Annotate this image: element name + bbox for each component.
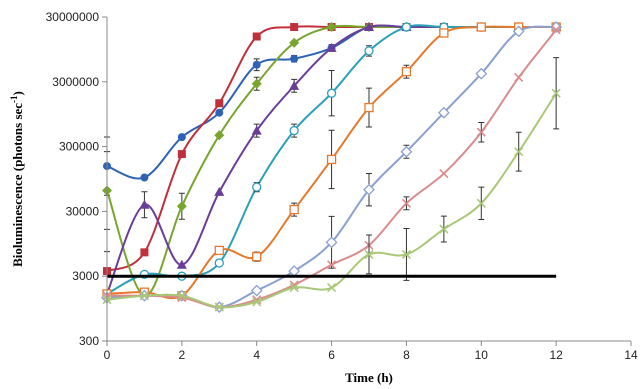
data-point: [214, 186, 225, 196]
data-point: [289, 283, 299, 293]
data-point: [401, 249, 411, 260]
data-point: [214, 245, 224, 256]
data-point: [325, 236, 338, 249]
data-point: [327, 260, 337, 270]
y-tick-label: 3000: [72, 269, 99, 283]
x-tick-label: 12: [549, 348, 563, 362]
data-point: [214, 258, 224, 268]
data-point: [364, 46, 374, 56]
series-9: [102, 57, 561, 312]
data-point: [401, 198, 411, 208]
y-axis-title-close: ): [10, 91, 25, 95]
y-axis-title-superscript: -1: [9, 95, 19, 103]
data-point: [177, 133, 186, 142]
data-point: [401, 67, 412, 77]
data-point: [290, 23, 299, 32]
axis-ticks: 0 2 4 6 8 10 12 14 300 3000 30000 300000 3000000 3000…: [46, 10, 638, 362]
x-tick-label: 2: [179, 348, 186, 362]
plot-area: [101, 21, 563, 314]
data-point: [289, 80, 300, 90]
x-tick-label: 10: [475, 348, 489, 362]
data-point: [326, 88, 337, 98]
data-point: [140, 173, 149, 182]
y-tick-label: 300: [79, 334, 99, 348]
data-point: [514, 72, 524, 83]
data-point: [252, 252, 262, 262]
data-point: [326, 154, 337, 165]
x-tick-label: 4: [253, 348, 260, 362]
data-point: [214, 302, 224, 312]
data-point: [214, 130, 225, 141]
data-point: [177, 150, 186, 159]
data-point: [475, 67, 488, 80]
data-point: [252, 297, 262, 307]
data-point: [364, 249, 374, 260]
y-axis-title-main: Bioluminescence (photons sec: [10, 103, 25, 267]
data-point: [251, 78, 262, 89]
data-point: [288, 265, 301, 277]
data-point: [439, 169, 449, 179]
data-point: [327, 283, 337, 293]
data-point: [289, 204, 299, 215]
data-point: [252, 182, 262, 192]
data-point: [252, 60, 261, 69]
data-point: [364, 22, 374, 32]
data-point: [252, 32, 261, 41]
x-tick-label: 14: [624, 348, 638, 362]
x-tick-label: 8: [403, 348, 410, 362]
data-point: [326, 42, 337, 52]
data-point: [550, 21, 563, 33]
data-point: [139, 291, 149, 301]
data-point: [401, 22, 412, 32]
x-tick-label: 0: [104, 348, 111, 362]
data-point: [437, 106, 450, 119]
axes: [106, 17, 631, 342]
data-point: [439, 224, 449, 234]
data-point: [289, 125, 299, 136]
data-point: [290, 54, 299, 63]
x-axis-title: Time (h): [345, 370, 393, 385]
y-tick-label: 300000: [59, 140, 99, 154]
data-point: [551, 25, 561, 35]
data-point: [251, 125, 262, 135]
y-tick-label: 3000000: [52, 75, 99, 89]
data-point: [476, 127, 486, 137]
data-point: [177, 291, 187, 301]
data-point: [400, 145, 413, 158]
x-tick-label: 6: [328, 348, 335, 362]
data-point: [439, 28, 449, 38]
data-point: [476, 198, 486, 208]
data-point: [512, 25, 525, 38]
data-point: [250, 284, 263, 297]
data-point: [176, 259, 187, 269]
data-point: [514, 147, 524, 157]
data-point: [176, 201, 187, 212]
data-point: [215, 108, 224, 117]
y-axis-title: Bioluminescence (photons sec-1): [9, 91, 25, 267]
y-tick-label: 30000: [66, 204, 100, 218]
data-point: [326, 22, 337, 33]
data-point: [476, 22, 486, 32]
data-point: [551, 88, 561, 98]
data-point: [364, 102, 374, 113]
data-point: [215, 99, 224, 108]
data-point: [363, 183, 375, 196]
y-tick-label: 30000000: [46, 10, 100, 24]
data-point: [289, 37, 300, 48]
data-point: [140, 248, 149, 257]
data-point: [139, 199, 150, 209]
